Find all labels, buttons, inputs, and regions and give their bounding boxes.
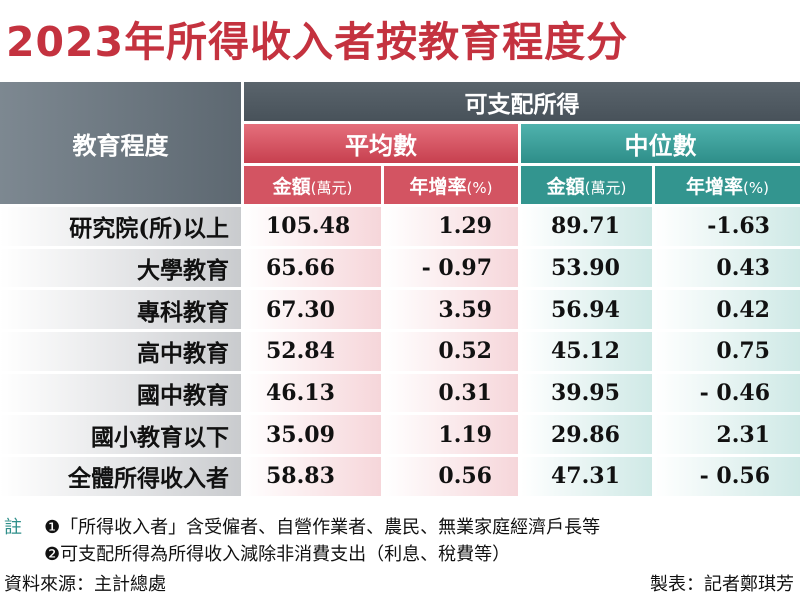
education-level: 全體所得收入者 bbox=[0, 454, 244, 496]
median-growth: -1.63 bbox=[655, 204, 800, 246]
median-amount-header: 金額(萬元) bbox=[521, 166, 655, 204]
table-row: 專科教育 67.30 3.59 56.94 0.42 bbox=[0, 287, 800, 330]
amount-unit: (萬元) bbox=[584, 178, 627, 197]
education-column-header: 教育程度 bbox=[0, 82, 244, 204]
page-title: 2023年所得收入者按教育程度分 bbox=[6, 18, 629, 66]
income-table: 教育程度 可支配所得 平均數 中位數 金額(萬元) 年增率(%) 金額(萬元) … bbox=[0, 82, 800, 496]
education-level: 國中教育 bbox=[0, 370, 244, 413]
average-amount: 65.66 bbox=[244, 245, 384, 288]
note-1: 註 ❶「所得收入者」含受僱者、自營作業者、農民、無業家庭經濟戶長等 bbox=[4, 514, 796, 541]
notes: 註 ❶「所得收入者」含受僱者、自營作業者、農民、無業家庭經濟戶長等 ❷可支配所得為… bbox=[4, 514, 796, 568]
median-header: 中位數 bbox=[521, 124, 800, 166]
average-growth: 3.59 bbox=[384, 287, 521, 330]
growth-unit: (%) bbox=[743, 178, 769, 197]
education-level: 大學教育 bbox=[0, 245, 244, 288]
average-amount: 52.84 bbox=[244, 329, 384, 371]
note-2: ❷可支配所得為所得收入減除非消費支出（利息、稅費等） bbox=[4, 541, 796, 568]
table-row: 全體所得收入者 58.83 0.56 47.31- 0.56 bbox=[0, 454, 800, 496]
footer: 資料來源：主計總處 製表：記者鄭琪芳 bbox=[4, 570, 794, 600]
education-level: 專科教育 bbox=[0, 287, 244, 330]
median-amount: 89.71 bbox=[521, 204, 655, 246]
median-amount: 47.31 bbox=[521, 454, 655, 496]
table-row: 國中教育 46.13 0.31 39.95- 0.46 bbox=[0, 370, 800, 413]
median-growth: 0.75 bbox=[655, 329, 800, 371]
average-amount-header: 金額(萬元) bbox=[244, 166, 384, 204]
amount-label: 金額 bbox=[546, 175, 585, 198]
education-level: 研究院(所)以上 bbox=[0, 204, 244, 246]
median-amount: 56.94 bbox=[521, 287, 655, 330]
median-growth-header: 年增率(%) bbox=[655, 166, 800, 204]
amount-unit: (萬元) bbox=[310, 178, 353, 197]
average-growth: - 0.97 bbox=[384, 245, 521, 288]
source-text: 資料來源：主計總處 bbox=[4, 574, 166, 595]
average-amount: 67.30 bbox=[244, 287, 384, 330]
education-level: 國小教育以下 bbox=[0, 412, 244, 455]
average-amount: 58.83 bbox=[244, 454, 384, 496]
median-amount: 45.12 bbox=[521, 329, 655, 371]
table-row: 國小教育以下 35.09 1.19 29.86 2.31 bbox=[0, 412, 800, 455]
average-growth: 1.19 bbox=[384, 412, 521, 455]
average-amount: 46.13 bbox=[244, 370, 384, 413]
median-growth: 2.31 bbox=[655, 412, 800, 455]
disposable-income-header: 可支配所得 bbox=[244, 82, 800, 124]
average-amount: 105.48 bbox=[244, 204, 384, 246]
median-growth: 0.42 bbox=[655, 287, 800, 330]
median-amount: 53.90 bbox=[521, 245, 655, 288]
growth-label: 年增率 bbox=[409, 175, 467, 198]
average-growth: 1.29 bbox=[384, 204, 521, 246]
education-level: 高中教育 bbox=[0, 329, 244, 371]
median-amount: 29.86 bbox=[521, 412, 655, 455]
table-row: 大學教育 65.66- 0.97 53.90 0.43 bbox=[0, 245, 800, 288]
amount-label: 金額 bbox=[272, 175, 311, 198]
note-label: 註 bbox=[4, 517, 22, 538]
average-growth: 0.31 bbox=[384, 370, 521, 413]
note-1-text: ❶「所得收入者」含受僱者、自營作業者、農民、無業家庭經濟戶長等 bbox=[44, 517, 601, 538]
median-growth: - 0.46 bbox=[655, 370, 800, 413]
growth-unit: (%) bbox=[466, 178, 493, 197]
growth-label: 年增率 bbox=[686, 175, 744, 198]
median-amount: 39.95 bbox=[521, 370, 655, 413]
table-row: 研究院(所)以上 105.48 1.29 89.71 -1.63 bbox=[0, 204, 800, 246]
median-growth: 0.43 bbox=[655, 245, 800, 288]
average-header: 平均數 bbox=[244, 124, 521, 166]
table-row: 高中教育 52.84 0.52 45.12 0.75 bbox=[0, 329, 800, 371]
credit-text: 製表：記者鄭琪芳 bbox=[650, 574, 794, 595]
note-2-text: ❷可支配所得為所得收入減除非消費支出（利息、稅費等） bbox=[44, 544, 511, 565]
average-growth-header: 年增率(%) bbox=[384, 166, 521, 204]
average-growth: 0.56 bbox=[384, 454, 521, 496]
median-growth: - 0.56 bbox=[655, 454, 800, 496]
average-growth: 0.52 bbox=[384, 329, 521, 371]
average-amount: 35.09 bbox=[244, 412, 384, 455]
